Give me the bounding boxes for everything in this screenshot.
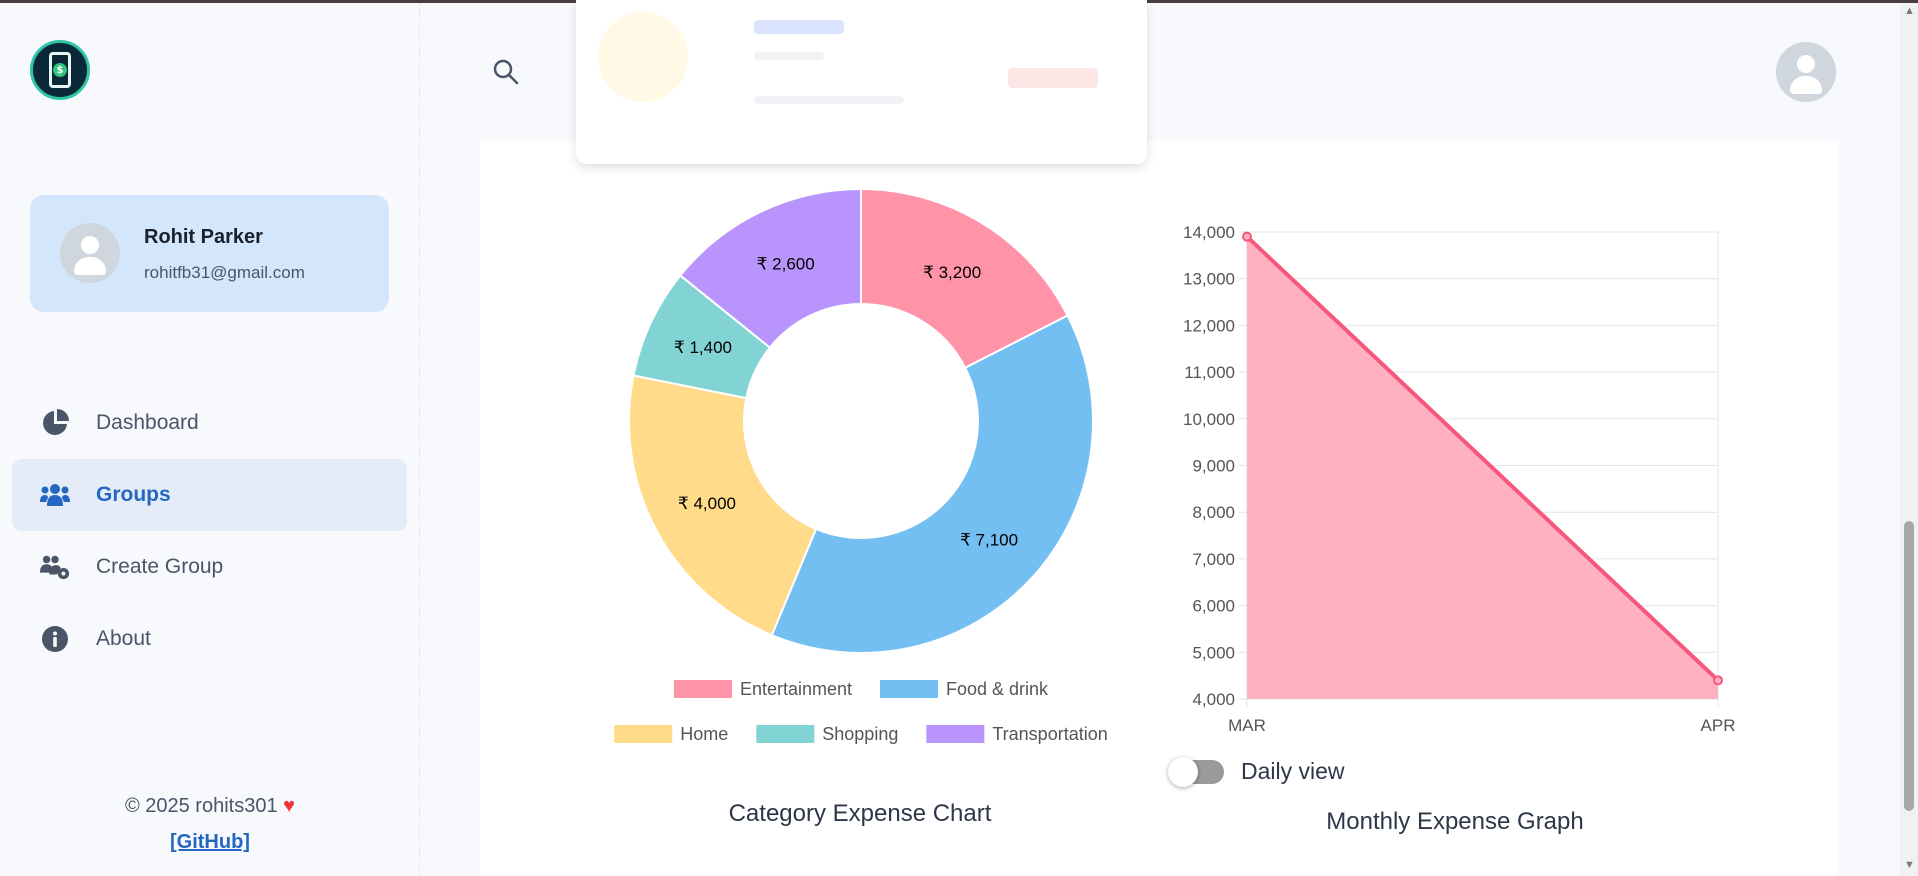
y-tick-label: 14,000 bbox=[1183, 223, 1235, 242]
donut-data-label: ₹ 4,000 bbox=[678, 494, 736, 513]
donut-data-label: ₹ 1,400 bbox=[674, 338, 732, 357]
sidebar-item-label: Dashboard bbox=[96, 411, 199, 434]
data-point[interactable] bbox=[1713, 675, 1723, 686]
heart-icon: ♥ bbox=[283, 795, 296, 817]
donut-slice-4[interactable] bbox=[678, 187, 862, 350]
area-fill bbox=[1247, 236, 1718, 700]
avatar bbox=[60, 223, 120, 283]
profile-email: rohitfb31@gmail.com bbox=[144, 263, 305, 282]
donut-slice-1[interactable] bbox=[770, 314, 1094, 654]
scroll-down-icon[interactable]: ▼ bbox=[1904, 859, 1915, 871]
user-menu-button[interactable] bbox=[1776, 42, 1836, 102]
legend-item[interactable]: Shopping bbox=[822, 724, 898, 744]
legend-item[interactable]: Home bbox=[680, 724, 728, 744]
x-tick-label: MAR bbox=[1228, 716, 1266, 735]
y-tick-label: 13,000 bbox=[1183, 270, 1235, 289]
y-tick-label: 7,000 bbox=[1192, 550, 1235, 569]
category-chart-title: Category Expense Chart bbox=[728, 800, 992, 827]
y-tick-label: 11,000 bbox=[1184, 363, 1235, 382]
legend-swatch bbox=[926, 725, 985, 743]
page-scrollbar[interactable]: ▲ ▼ bbox=[1900, 3, 1918, 876]
faded-avatar bbox=[598, 12, 688, 102]
category-expense-chart: ₹ 3,200 ₹ 7,100 ₹ 4,000 ₹ 1,400 ₹ 2,600 Ente… bbox=[614, 187, 1108, 744]
info-icon bbox=[40, 624, 70, 654]
sidebar-item-groups[interactable]: Groups bbox=[12, 459, 407, 531]
faded-text bbox=[754, 52, 824, 60]
phone-icon: $ bbox=[49, 52, 71, 88]
legend-swatch bbox=[756, 725, 815, 743]
y-tick-label: 6,000 bbox=[1192, 597, 1235, 616]
y-tick-label: 8,000 bbox=[1192, 503, 1235, 522]
footer-copyright: © 2025 rohits301 ♥ bbox=[0, 795, 420, 818]
faded-amount bbox=[1008, 68, 1098, 88]
profile-name: Rohit Parker bbox=[144, 226, 263, 248]
data-point[interactable] bbox=[1242, 231, 1252, 242]
faded-title bbox=[754, 20, 844, 34]
y-tick-label: 4,000 bbox=[1192, 690, 1235, 709]
coin-icon: $ bbox=[53, 63, 67, 77]
sidebar-item-about[interactable]: About bbox=[12, 603, 407, 675]
donut-slice-0[interactable] bbox=[860, 187, 1069, 370]
toggle-knob bbox=[1168, 757, 1198, 787]
user-icon-head bbox=[1797, 55, 1815, 73]
search-icon bbox=[493, 59, 519, 85]
x-tick-label: APR bbox=[1701, 716, 1736, 735]
legend-item[interactable]: Food & drink bbox=[946, 679, 1049, 699]
sidebar-item-label: Create Group bbox=[96, 555, 224, 578]
y-tick-label: 10,000 bbox=[1183, 410, 1235, 429]
daily-view-label: Daily view bbox=[1241, 758, 1345, 784]
users-gear-icon bbox=[40, 552, 70, 582]
profile-card: Rohit Parker rohitfb31@gmail.com bbox=[30, 195, 389, 312]
copyright-text: © 2025 rohits301 bbox=[124, 795, 278, 817]
scroll-up-icon[interactable]: ▲ bbox=[1904, 5, 1915, 17]
sidebar-item-dashboard[interactable]: Dashboard bbox=[12, 387, 407, 459]
legend-swatch bbox=[673, 680, 732, 698]
donut-slice-2[interactable] bbox=[628, 374, 818, 637]
sidebar-item-label: About bbox=[96, 627, 151, 650]
legend-item[interactable]: Transportation bbox=[992, 724, 1107, 744]
y-tick-label: 9,000 bbox=[1192, 457, 1235, 476]
expense-line bbox=[1245, 235, 1720, 682]
y-tick-label: 12,000 bbox=[1183, 316, 1235, 335]
y-tick-label: 5,000 bbox=[1192, 643, 1235, 662]
search-button[interactable] bbox=[492, 58, 520, 88]
donut-data-label: ₹ 3,200 bbox=[923, 263, 981, 282]
monthly-expense-chart: 14,000 13,000 12,000 11,000 10,000 9,000 8,000… bbox=[1183, 223, 1736, 735]
monthly-chart-title: Monthly Expense Graph bbox=[1326, 808, 1584, 835]
scroll-thumb[interactable] bbox=[1904, 521, 1914, 811]
pie-chart-icon bbox=[40, 408, 70, 438]
dropdown-panel bbox=[576, 0, 1147, 164]
legend-swatch bbox=[880, 680, 939, 698]
avatar-head bbox=[81, 236, 99, 254]
users-icon bbox=[40, 480, 70, 510]
sidebar-item-label: Groups bbox=[96, 483, 171, 506]
faded-text bbox=[754, 96, 904, 104]
avatar-body bbox=[74, 257, 106, 275]
daily-view-toggle[interactable] bbox=[1168, 757, 1224, 787]
sidebar: $ Rohit Parker rohitfb31@gmail.com Dashb… bbox=[0, 3, 420, 876]
legend-swatch bbox=[614, 725, 673, 743]
donut-data-label: ₹ 2,600 bbox=[757, 255, 815, 274]
sidebar-item-create-group[interactable]: Create Group bbox=[12, 531, 407, 603]
github-link[interactable]: [GitHub] bbox=[170, 831, 250, 853]
legend-item[interactable]: Entertainment bbox=[740, 679, 852, 699]
app-logo[interactable]: $ bbox=[30, 40, 90, 100]
donut-data-label: ₹ 7,100 bbox=[960, 531, 1018, 550]
user-icon-body bbox=[1790, 76, 1822, 94]
